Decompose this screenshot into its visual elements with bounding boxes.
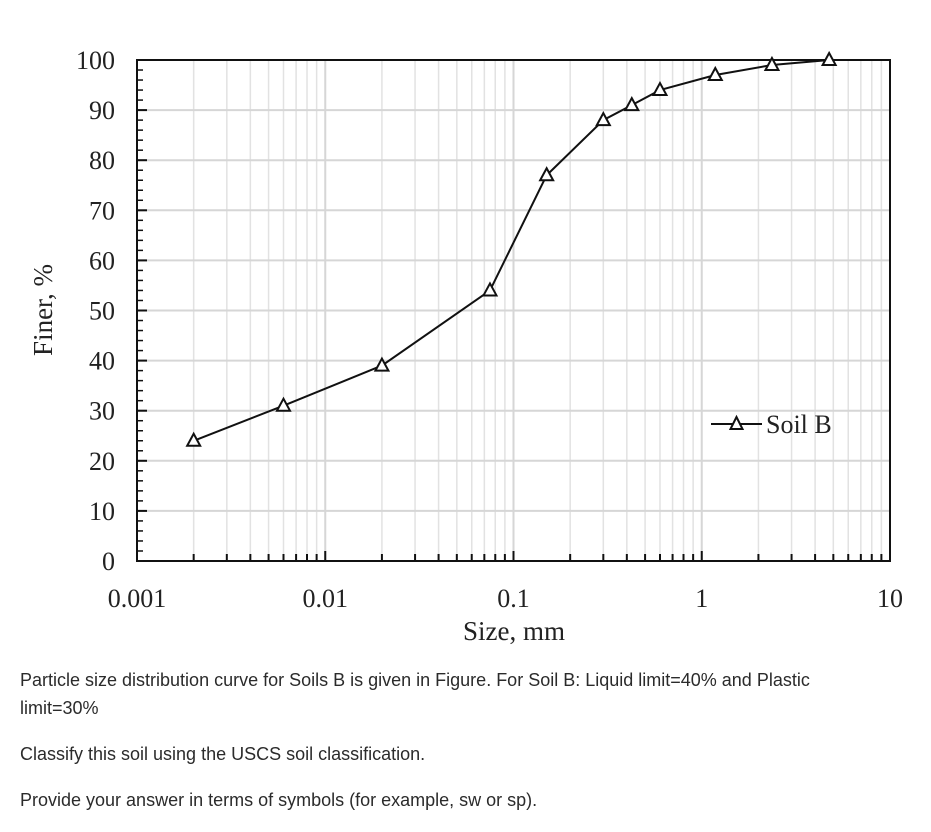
series-soil-b [185, 50, 838, 447]
y-tick-label: 90 [89, 96, 115, 125]
x-axis-title: Size, mm [463, 616, 565, 646]
data-point-marker [481, 281, 499, 297]
data-point-marker [538, 166, 555, 182]
data-point-marker [373, 356, 391, 372]
y-tick-label: 10 [89, 497, 115, 526]
grid-lines [137, 60, 890, 561]
data-point-marker [651, 80, 669, 97]
data-point-marker [185, 431, 202, 447]
y-tick-label: 20 [89, 447, 115, 476]
y-tick-label: 50 [89, 297, 115, 326]
series-line-soil-b [193, 59, 830, 442]
legend-triangle-marker [728, 414, 745, 430]
question-paragraph-3: Provide your answer in terms of symbols … [20, 790, 538, 810]
data-point-marker [763, 55, 781, 72]
data-point-marker [623, 95, 640, 112]
y-tick-label: 40 [89, 347, 115, 376]
legend: Soil B [711, 410, 832, 439]
y-tick-label: 80 [89, 146, 115, 175]
data-point-marker [707, 65, 724, 82]
data-point-marker [820, 50, 838, 66]
x-tick-label: 0.001 [108, 584, 167, 613]
data-point-marker [595, 111, 612, 127]
y-axis-title: Finer, % [28, 264, 58, 356]
x-tick-label: 0.01 [303, 584, 349, 613]
y-tick-label: 0 [102, 547, 115, 576]
x-tick-label: 0.1 [497, 584, 530, 613]
x-tick-label: 1 [695, 584, 708, 613]
y-tick-label: 30 [89, 397, 115, 426]
y-tick-label: 70 [89, 196, 115, 225]
legend-label: Soil B [766, 410, 832, 439]
x-tick-label: 10 [877, 584, 903, 613]
question-paragraph-2: Classify this soil using the USCS soil c… [20, 744, 426, 764]
y-tick-label: 60 [89, 246, 115, 275]
data-point-marker [275, 396, 292, 412]
question-paragraph-1: Particle size distribution curve for Soi… [20, 670, 810, 718]
y-tick-label: 100 [76, 46, 115, 75]
